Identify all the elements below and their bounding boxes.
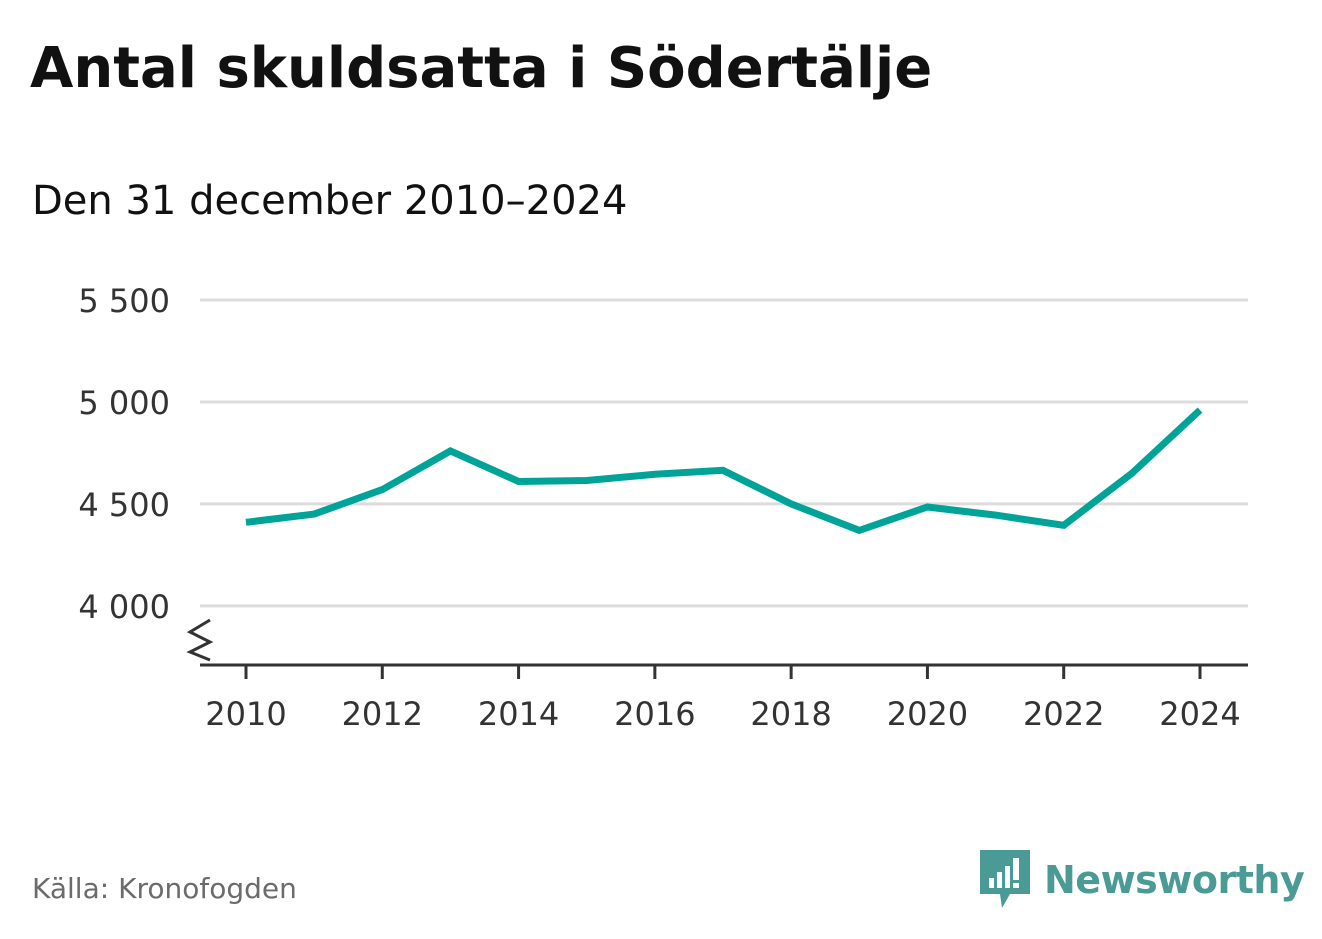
x-tick-label-2024: 2024 bbox=[1159, 695, 1240, 733]
x-tick-label-2022: 2022 bbox=[1023, 695, 1104, 733]
y-tick-label-4500: 4 500 bbox=[78, 486, 170, 524]
x-tick-label-2012: 2012 bbox=[342, 695, 423, 733]
y-axis-tick-labels: 4 000 4 500 5 000 5 500 bbox=[78, 282, 170, 626]
axis-break-mark bbox=[186, 618, 214, 662]
brand-logo[interactable]: Newsworthy bbox=[980, 850, 1305, 910]
x-tick-label-2016: 2016 bbox=[614, 695, 695, 733]
data-series bbox=[245, 407, 1203, 535]
brand-name: Newsworthy bbox=[1044, 858, 1305, 902]
y-tick-label-4000: 4 000 bbox=[78, 588, 170, 626]
x-axis: 2010 2012 2014 2016 2018 2020 2022 2024 bbox=[186, 618, 1248, 733]
source-note: Källa: Kronofogden bbox=[32, 872, 297, 905]
chart-title: Antal skuldsatta i Södertälje bbox=[30, 36, 933, 101]
x-tick-label-2014: 2014 bbox=[478, 695, 559, 733]
x-tick-label-2018: 2018 bbox=[750, 695, 831, 733]
x-tick-label-2010: 2010 bbox=[205, 695, 286, 733]
newsworthy-logo-icon bbox=[980, 850, 1030, 908]
grid-lines bbox=[200, 298, 1248, 608]
chart-subtitle: Den 31 december 2010–2024 bbox=[32, 178, 628, 224]
x-tick-label-2020: 2020 bbox=[887, 695, 968, 733]
y-tick-label-5000: 5 000 bbox=[78, 384, 170, 422]
y-tick-label-5500: 5 500 bbox=[78, 282, 170, 320]
series-line-0 bbox=[245, 407, 1203, 535]
